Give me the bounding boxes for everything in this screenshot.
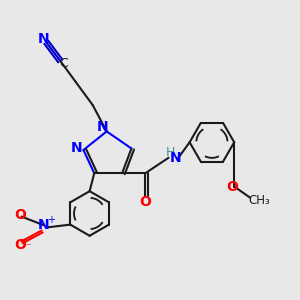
Text: N: N bbox=[97, 120, 109, 134]
Text: O: O bbox=[14, 208, 26, 222]
Text: CH₃: CH₃ bbox=[249, 194, 271, 207]
Text: O: O bbox=[140, 195, 151, 209]
Text: +: + bbox=[47, 215, 55, 225]
Text: H: H bbox=[165, 146, 175, 159]
Text: N: N bbox=[38, 32, 50, 46]
Text: N: N bbox=[170, 151, 182, 165]
Text: O: O bbox=[226, 179, 238, 194]
Text: O: O bbox=[14, 238, 26, 252]
Text: N: N bbox=[71, 142, 82, 155]
Text: N: N bbox=[38, 218, 50, 232]
Text: C: C bbox=[60, 57, 68, 70]
Text: ⁻: ⁻ bbox=[25, 242, 31, 253]
